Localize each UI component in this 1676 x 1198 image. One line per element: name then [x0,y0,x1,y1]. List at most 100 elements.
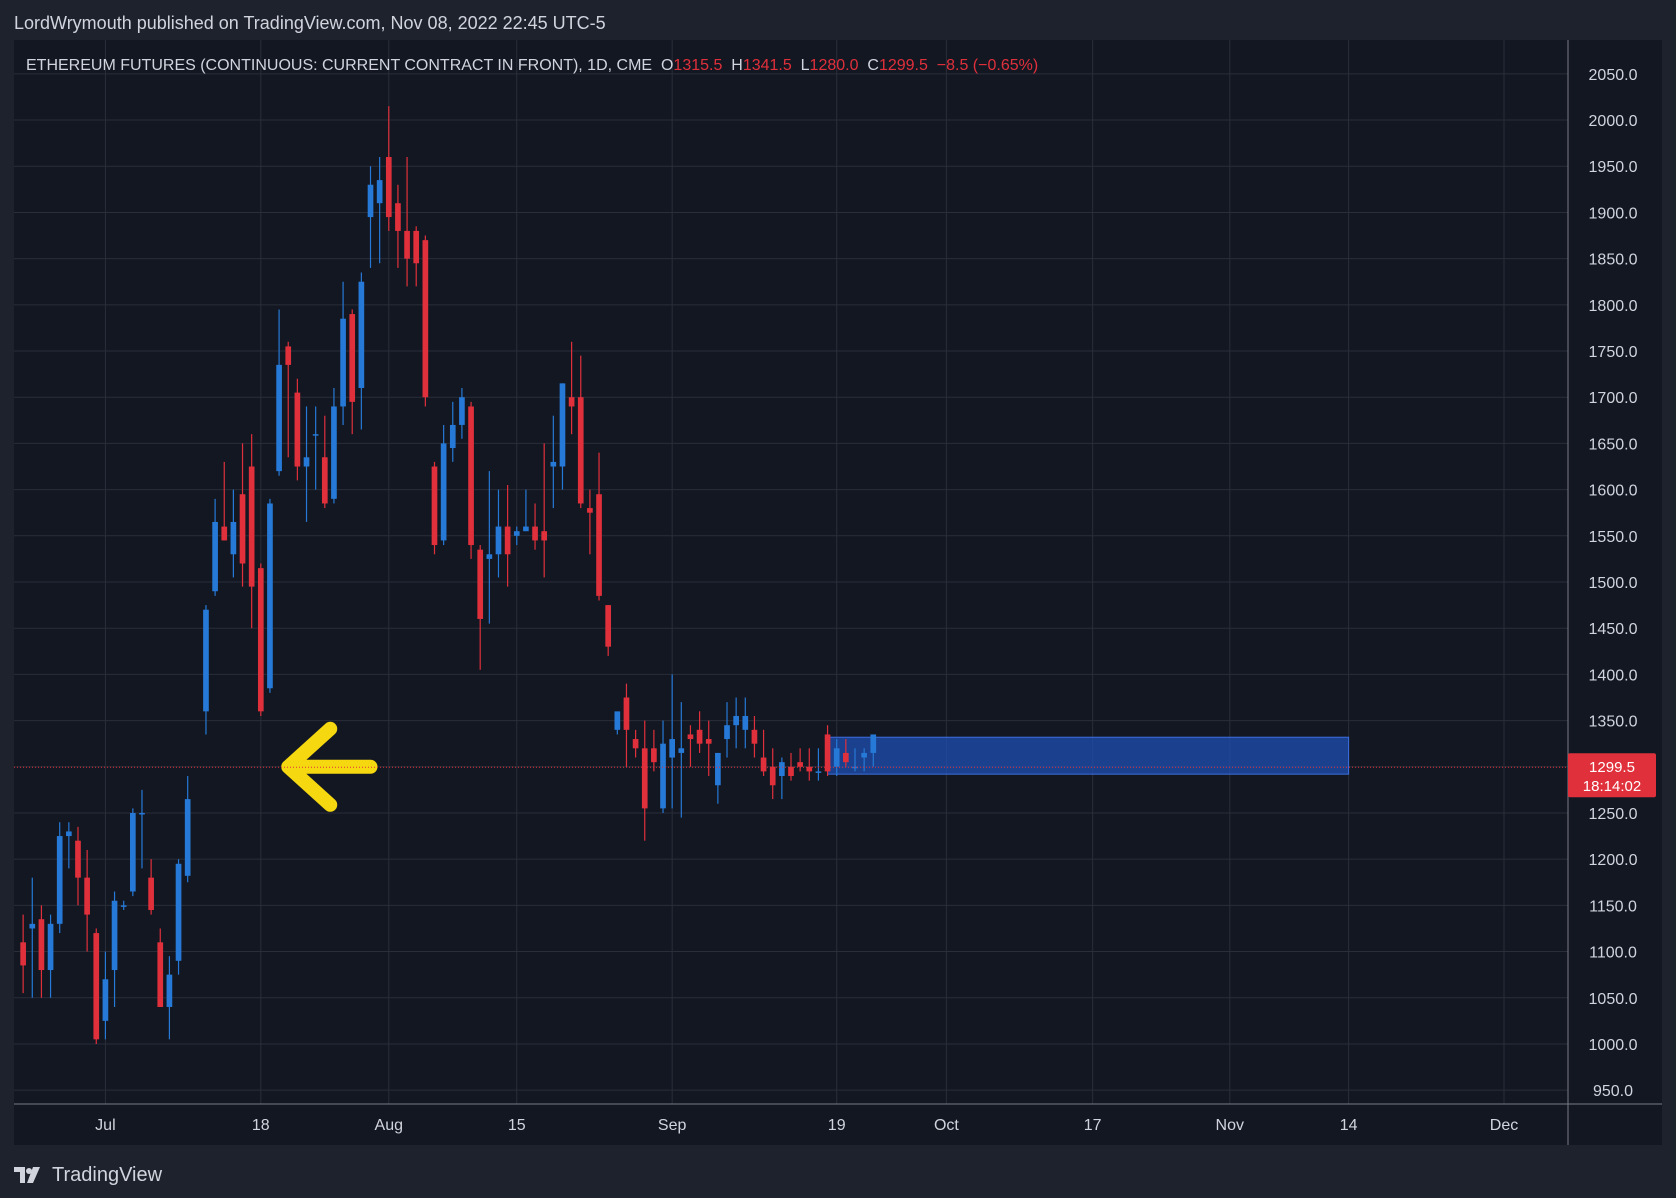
candle-body [175,863,182,961]
candle [56,822,63,934]
candle-body [733,715,739,726]
candle-body [614,711,621,730]
price-tick-label: 1050.0 [1589,991,1638,1008]
candle-body [331,406,337,499]
candles [20,106,877,1044]
candle [833,739,840,777]
candle-body [806,766,813,772]
grid-lines [14,40,1662,1145]
candle [431,461,438,555]
candle [523,489,529,532]
candle [724,702,730,758]
candle-body [459,397,465,425]
candle-body [294,392,301,467]
price-tick-label: 1450.0 [1589,621,1638,638]
candle [477,545,484,670]
candle [230,489,237,578]
candle [870,734,877,767]
candle [47,914,54,998]
candle [468,401,474,559]
price-tick-label: 1400.0 [1589,667,1638,684]
price-axis-background [1568,40,1662,1145]
candle [331,387,337,504]
candle [596,452,602,601]
candle [587,489,593,555]
price-tick-label: 1500.0 [1589,575,1638,592]
candle-body [120,905,127,907]
candle-body [449,424,456,449]
candle [742,697,749,749]
price-tick-label: 2050.0 [1589,67,1638,84]
candle [285,341,292,458]
candle [605,605,612,656]
time-tick-label: 19 [828,1117,846,1134]
candle [29,877,36,998]
candle-body [395,203,401,231]
candle [221,461,228,541]
time-tick-label: Oct [934,1117,959,1134]
candle [568,341,575,435]
candle-body [422,240,429,398]
candle [459,387,465,439]
candle [38,905,45,998]
candle-body [221,526,228,541]
candle [696,711,703,753]
candle [504,484,511,587]
price-tick-label: 1550.0 [1589,529,1638,546]
candle [184,776,191,883]
candle [75,826,81,906]
candle-body [38,919,45,971]
candle [550,415,557,509]
footer-brand[interactable]: TradingView [14,1160,162,1190]
candle-body [148,877,154,910]
candle [513,526,520,546]
price-tick-label: 2000.0 [1589,113,1638,130]
candle-body [669,739,675,758]
tradingview-logo-icon [14,1167,40,1183]
candle-body [385,157,392,218]
candle [385,106,392,231]
candle [148,859,154,915]
candle-body [623,697,630,730]
candle-body [75,840,81,878]
candle [395,184,401,268]
candle-body [815,771,822,773]
candle-body [20,942,26,966]
candle-body [130,812,136,892]
candle-body [276,364,282,472]
candle-body [29,923,36,929]
time-tick-label: Dec [1490,1117,1518,1134]
price-tick-label: 1950.0 [1589,159,1638,176]
candle-body [587,508,593,513]
candle [660,720,666,813]
candle-body [303,457,310,467]
candle [641,720,648,841]
candle-body [93,933,100,1040]
candle [559,383,566,490]
candle-body [486,554,493,559]
candle-body [495,526,502,555]
candle [349,309,356,435]
candle [678,702,685,818]
price-tick-label: 1200.0 [1589,852,1638,869]
chart-legend: ETHEREUM FUTURES (CONTINUOUS: CURRENT CO… [26,57,1038,74]
candle [486,471,493,624]
legend-h-label: H [731,57,743,74]
candle [203,605,209,735]
candle [276,309,282,476]
candle [212,498,218,596]
candle-body [870,734,877,753]
candle [248,434,255,629]
candle [495,489,502,578]
time-tick-label: 14 [1340,1117,1358,1134]
candle [806,748,813,781]
candle [111,891,118,1007]
candle [449,401,456,462]
candle [413,226,420,287]
candle [321,415,328,509]
price-tick-label: 1700.0 [1589,390,1638,407]
candle-body [824,734,831,772]
candle-body [797,762,803,767]
candle [577,355,584,509]
